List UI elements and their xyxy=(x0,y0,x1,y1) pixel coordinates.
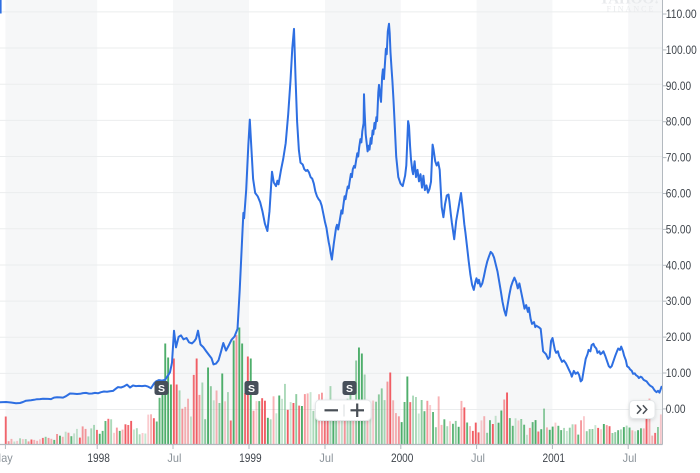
svg-text:60.00: 60.00 xyxy=(666,187,692,201)
svg-text:70.00: 70.00 xyxy=(666,151,692,165)
svg-text:1998: 1998 xyxy=(87,451,110,465)
svg-text:2001: 2001 xyxy=(543,451,566,465)
svg-text:10.00: 10.00 xyxy=(666,366,692,380)
svg-text:Jul: Jul xyxy=(319,451,333,465)
svg-text:May: May xyxy=(0,451,13,465)
svg-text:S: S xyxy=(248,383,255,395)
svg-text:20.00: 20.00 xyxy=(666,330,692,344)
svg-text:80.00: 80.00 xyxy=(666,115,692,129)
svg-text:Jul: Jul xyxy=(623,451,637,465)
svg-text:Jul: Jul xyxy=(471,451,485,465)
svg-text:0.00: 0.00 xyxy=(666,402,686,416)
svg-text:FINANCE: FINANCE xyxy=(607,4,656,13)
svg-text:100.00: 100.00 xyxy=(666,43,697,57)
svg-text:110.00: 110.00 xyxy=(666,7,697,21)
svg-text:S: S xyxy=(346,383,353,395)
svg-text:2000: 2000 xyxy=(391,451,414,465)
svg-text:Jul: Jul xyxy=(167,451,181,465)
svg-text:YAHOO!: YAHOO! xyxy=(599,0,659,8)
svg-text:90.00: 90.00 xyxy=(666,79,692,93)
svg-text:40.00: 40.00 xyxy=(666,258,692,272)
svg-text:1999: 1999 xyxy=(239,451,262,465)
svg-text:30.00: 30.00 xyxy=(666,294,692,308)
svg-text:S: S xyxy=(158,383,165,395)
svg-text:50.00: 50.00 xyxy=(666,222,692,236)
